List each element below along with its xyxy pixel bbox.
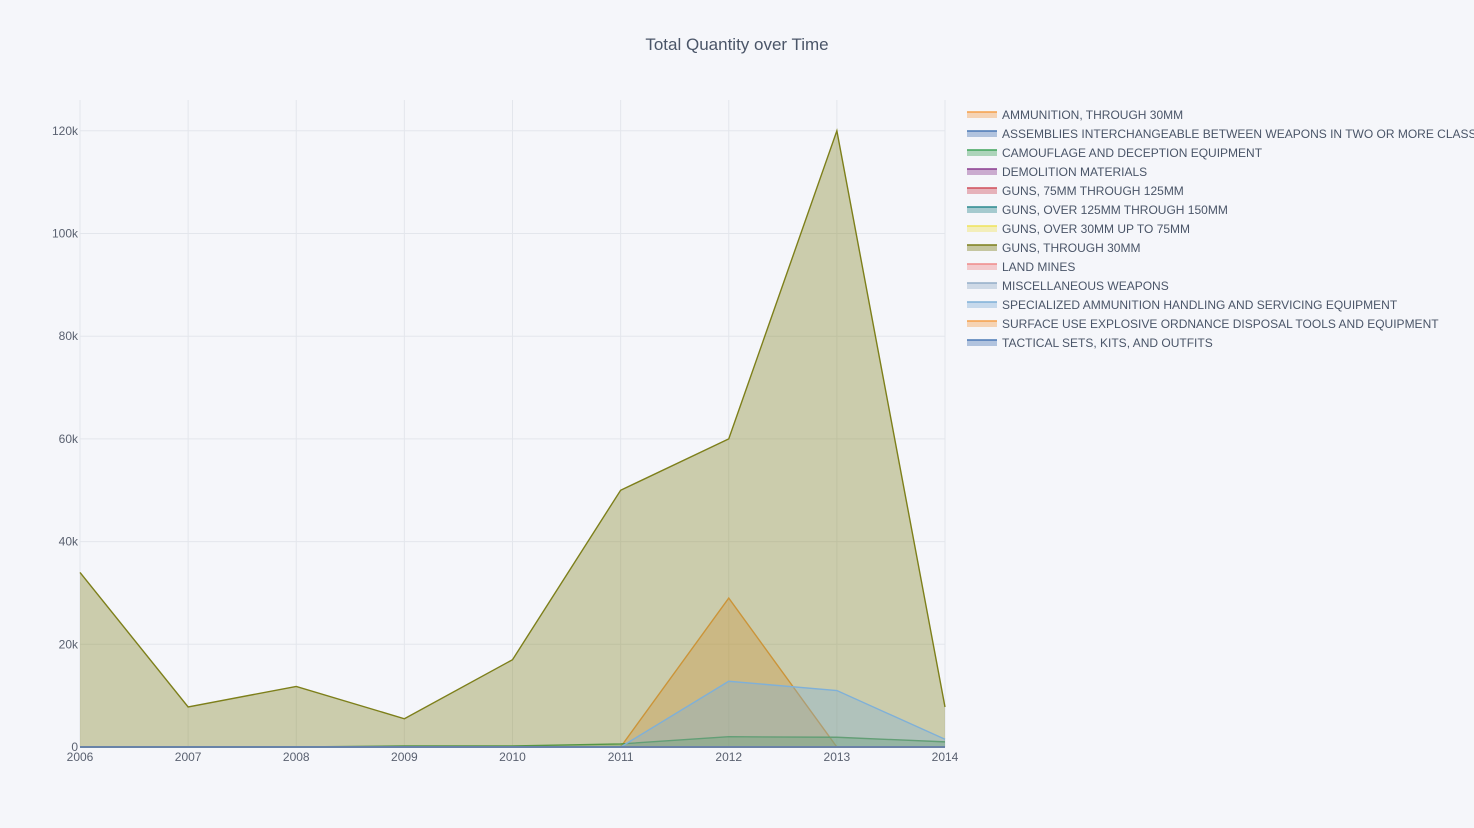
legend-swatch-fill	[967, 150, 997, 156]
legend-label: ASSEMBLIES INTERCHANGEABLE BETWEEN WEAPO…	[1002, 127, 1474, 141]
legend-label: SURFACE USE EXPLOSIVE ORDNANCE DISPOSAL …	[1002, 317, 1439, 331]
legend-item[interactable]: GUNS, 75MM THROUGH 125MM	[967, 184, 1184, 198]
legend-item[interactable]: ASSEMBLIES INTERCHANGEABLE BETWEEN WEAPO…	[967, 127, 1474, 141]
x-tick-label: 2014	[932, 750, 959, 764]
y-tick-label: 40k	[59, 535, 79, 549]
legend-item[interactable]: GUNS, OVER 125MM THROUGH 150MM	[967, 203, 1228, 217]
legend-item[interactable]: GUNS, OVER 30MM UP TO 75MM	[967, 222, 1190, 236]
legend-swatch-fill	[967, 226, 997, 232]
legend-swatch-fill	[967, 112, 997, 118]
y-tick-label: 80k	[59, 329, 79, 343]
y-tick-label: 60k	[59, 432, 79, 446]
legend-item[interactable]: TACTICAL SETS, KITS, AND OUTFITS	[967, 336, 1213, 350]
series-line	[79, 128, 946, 720]
y-tick-label: 120k	[52, 124, 79, 138]
y-tick-label: 100k	[52, 227, 79, 241]
x-tick-label: 2008	[283, 750, 310, 764]
legend-swatch-fill	[967, 131, 997, 137]
legend-swatch-fill	[967, 188, 997, 194]
legend-label: AMMUNITION, THROUGH 30MM	[1002, 108, 1183, 122]
series-area	[80, 681, 945, 747]
legend[interactable]: AMMUNITION, THROUGH 30MM ASSEMBLIES INTER…	[967, 108, 1474, 350]
legend-swatch-fill	[967, 340, 997, 346]
y-tick-label: 0	[71, 740, 78, 754]
legend-item[interactable]: GUNS, THROUGH 30MM	[967, 241, 1140, 255]
legend-item[interactable]: LAND MINES	[967, 260, 1075, 274]
legend-label: GUNS, OVER 30MM UP TO 75MM	[1002, 222, 1190, 236]
x-tick-label: 2012	[715, 750, 742, 764]
legend-item[interactable]: AMMUNITION, THROUGH 30MM	[967, 108, 1183, 122]
legend-swatch-fill	[967, 169, 997, 175]
x-tick-label: 2006	[67, 750, 94, 764]
x-tick-label: 2009	[391, 750, 418, 764]
series-area	[80, 598, 945, 747]
x-tick-label: 2011	[608, 750, 634, 764]
legend-item[interactable]: DEMOLITION MATERIALS	[967, 165, 1147, 179]
legend-label: GUNS, OVER 125MM THROUGH 150MM	[1002, 203, 1228, 217]
legend-label: GUNS, THROUGH 30MM	[1002, 241, 1140, 255]
x-tick-label: 2013	[824, 750, 851, 764]
legend-item[interactable]: SURFACE USE EXPLOSIVE ORDNANCE DISPOSAL …	[967, 317, 1439, 331]
legend-label: SPECIALIZED AMMUNITION HANDLING AND SERV…	[1002, 298, 1398, 312]
x-tick-label: 2007	[175, 750, 202, 764]
x-tick-label: 2010	[499, 750, 526, 764]
axis-layer: 2006 2007 2008 2009 2010 2011 2012 2013 2014 0 20k…	[52, 124, 959, 764]
legend-swatch-fill	[967, 302, 997, 308]
legend-label: CAMOUFLAGE AND DECEPTION EQUIPMENT	[1002, 146, 1263, 160]
legend-swatch-fill	[967, 207, 997, 213]
legend-swatch-fill	[967, 245, 997, 251]
legend-item[interactable]: SPECIALIZED AMMUNITION HANDLING AND SERV…	[967, 298, 1398, 312]
legend-label: LAND MINES	[1002, 260, 1075, 274]
chart-title: Total Quantity over Time	[645, 35, 828, 54]
legend-swatch-fill	[967, 321, 997, 327]
legend-label: MISCELLANEOUS WEAPONS	[1002, 279, 1169, 293]
area-layer	[79, 128, 946, 748]
legend-label: GUNS, 75MM THROUGH 125MM	[1002, 184, 1184, 198]
legend-item[interactable]: MISCELLANEOUS WEAPONS	[967, 279, 1169, 293]
legend-swatch-fill	[967, 283, 997, 289]
legend-swatch-fill	[967, 264, 997, 270]
y-tick-label: 20k	[59, 637, 79, 651]
series-area	[80, 130, 945, 748]
legend-label: TACTICAL SETS, KITS, AND OUTFITS	[1002, 336, 1213, 350]
legend-item[interactable]: CAMOUFLAGE AND DECEPTION EQUIPMENT	[967, 146, 1263, 160]
legend-label: DEMOLITION MATERIALS	[1002, 165, 1147, 179]
series-area	[80, 736, 945, 747]
